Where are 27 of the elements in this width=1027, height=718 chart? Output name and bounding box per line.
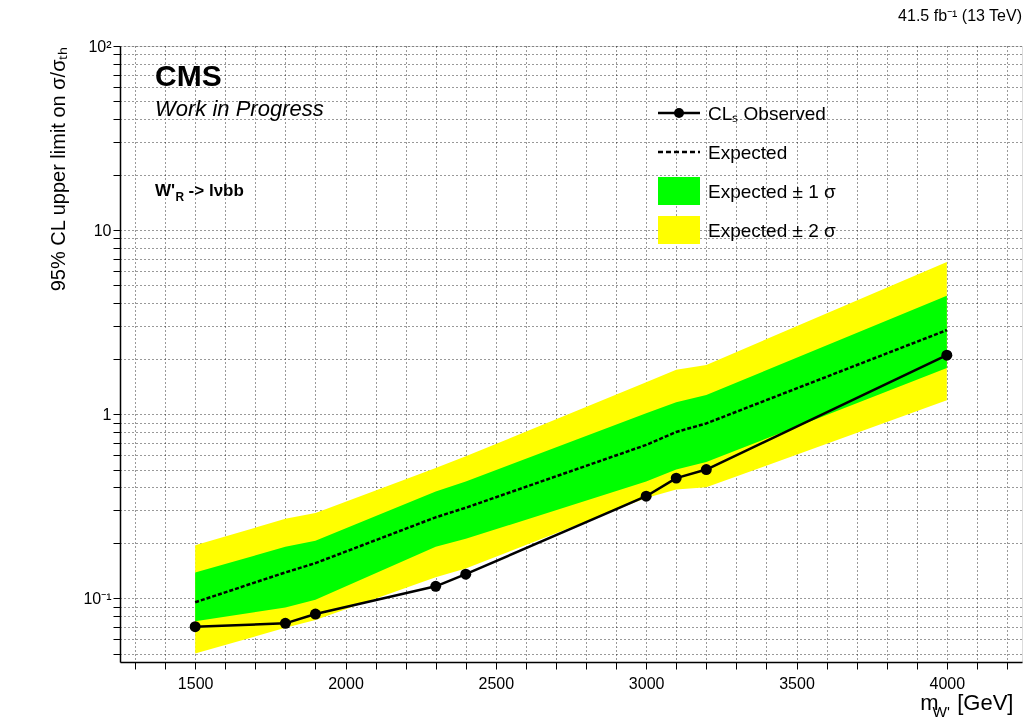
legend-label: CLₛ Observed [708,103,826,124]
point [700,464,712,475]
x-tick-label: 1500 [177,674,214,692]
point [279,617,291,629]
chart-title: 41.5 fb⁻¹ (13 TeV) [898,7,1022,24]
point [941,349,953,361]
legend-label: Expected [708,142,788,163]
x-tick-label: 2500 [478,674,515,692]
y-axis-title: 95% CL upper limit on σ/σₜₕ [47,46,70,292]
annotation: Work in Progress [155,96,324,121]
point [189,621,201,633]
point [640,490,652,502]
y-tick-label: 10⁻¹ [83,589,112,607]
y-tick-label: 10² [88,37,113,55]
legend-label: Expected ± 1 σ [708,181,837,202]
annotation: CMS [155,59,222,92]
x-tick-label: 3000 [628,674,665,692]
point [670,472,682,484]
y-tick-label: 1 [102,405,112,423]
point [309,608,321,620]
point [460,568,472,580]
x-tick-label: 4000 [929,674,966,692]
y-tick-label: 10 [93,221,112,239]
point [430,580,442,592]
x-tick-label: 3500 [779,674,815,692]
legend-label: Expected ± 2 σ [708,220,837,241]
x-tick-label: 2000 [328,674,364,692]
